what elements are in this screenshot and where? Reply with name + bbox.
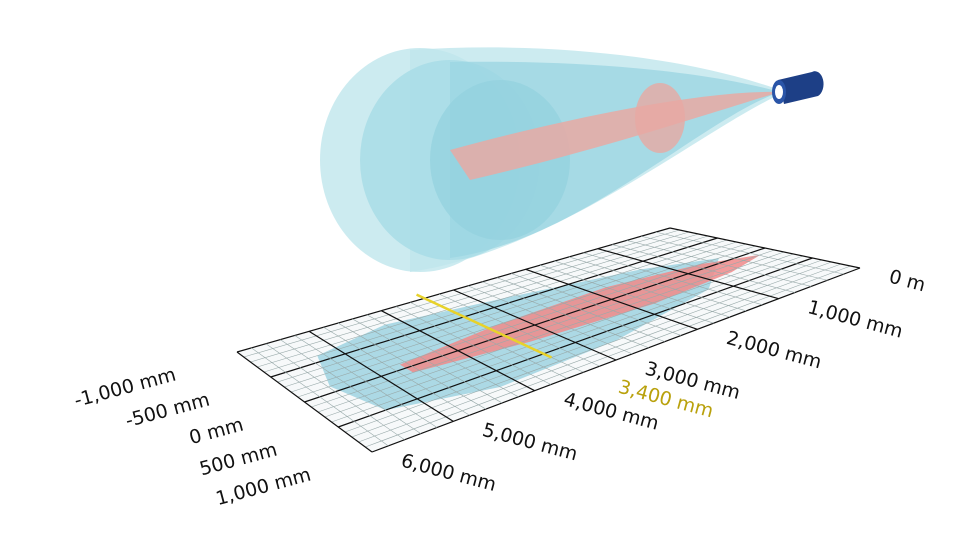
depth-label: 6,000 mm bbox=[399, 450, 499, 496]
grid-minor bbox=[655, 231, 844, 275]
depth-label: 2,000 mm bbox=[724, 327, 824, 373]
grid-minor bbox=[583, 252, 763, 306]
grid-major bbox=[381, 310, 535, 392]
grid-minor bbox=[265, 343, 405, 440]
sensor bbox=[772, 71, 824, 104]
grid-major bbox=[308, 330, 454, 422]
marker-line bbox=[416, 293, 553, 359]
grid-minor bbox=[496, 277, 665, 342]
grid-major bbox=[597, 248, 779, 300]
grid-minor bbox=[251, 347, 389, 447]
grid-minor bbox=[554, 260, 730, 318]
beam bbox=[320, 47, 824, 273]
grid-major bbox=[453, 289, 617, 361]
grid-major bbox=[525, 268, 698, 330]
grid-minor bbox=[612, 244, 796, 293]
grid-minor bbox=[626, 240, 812, 287]
red-footprint bbox=[399, 254, 761, 373]
grid-minor bbox=[280, 339, 421, 434]
grid-minor bbox=[352, 318, 503, 404]
sensor-lens bbox=[775, 85, 783, 99]
grid-minor bbox=[540, 264, 714, 324]
grid-major bbox=[669, 227, 861, 269]
grid-minor bbox=[323, 326, 470, 416]
grid-minor bbox=[482, 281, 649, 349]
depth-label: 1,000 mm bbox=[805, 296, 905, 342]
grid-minor bbox=[294, 335, 438, 428]
grid-minor bbox=[438, 293, 600, 367]
width-label: 0 mm bbox=[187, 414, 246, 450]
beam-red bbox=[635, 83, 685, 153]
sensor-body bbox=[778, 71, 824, 104]
grid-minor bbox=[511, 273, 682, 336]
depth-label: 0 m bbox=[887, 266, 928, 297]
grid-minor bbox=[366, 314, 519, 398]
grid-minor bbox=[337, 322, 487, 410]
grid-minor bbox=[395, 306, 552, 385]
grid-minor bbox=[410, 302, 568, 379]
grid-minor bbox=[467, 285, 633, 355]
grid-minor bbox=[641, 235, 828, 281]
beam-red bbox=[450, 91, 780, 180]
grid-minor bbox=[568, 256, 747, 312]
grid-major bbox=[236, 351, 373, 453]
depth-label: 5,000 mm bbox=[480, 419, 580, 465]
ground-grid bbox=[236, 227, 861, 453]
